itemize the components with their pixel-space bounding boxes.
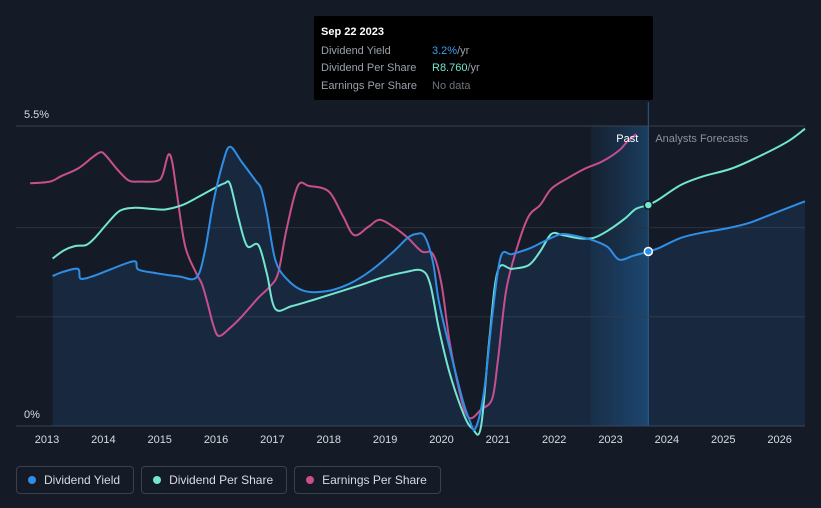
y-axis-label-top: 5.5% [24,109,49,121]
tooltip-label: Dividend Yield [321,44,391,57]
tooltip-value: No data [432,79,471,92]
x-tick-label-2015: 2015 [147,434,171,446]
tooltip-row-dividend-yield: Dividend Yield 3.2% /yr [321,43,646,61]
tooltip-row-earnings-per-share: Earnings Per Share No data [321,78,646,96]
tooltip-unit: /yr [457,44,470,57]
tooltip-unit: /yr [467,62,480,74]
legend-label: Earnings Per Share [322,473,427,487]
legend-dot-icon [28,476,36,484]
dividend-chart: 5.5% 0% Past Analysts Forecasts 2013 2014… [16,102,806,446]
tooltip-value: 3.2% [432,44,458,57]
x-tick-label-2021: 2021 [486,434,510,446]
x-tick-label-2025: 2025 [711,434,735,446]
x-tick-label-2026: 2026 [767,434,791,446]
tooltip-date: Sep 22 2023 [321,26,384,38]
series-line-dividend-per-share [52,127,806,436]
tooltip-label: Earnings Per Share [321,79,417,92]
legend-dot-icon [306,476,315,484]
tooltip-row-dividend-per-share: Dividend Per Share R8.760 /yr [321,60,646,78]
legend-dot-icon [153,476,162,484]
legend-label: Dividend Per Share [169,473,274,487]
tooltip-label: Dividend Per Share [321,62,417,74]
x-axis-ticks: 2013 2014 2015 2016 2017 2018 2019 2020 2021 2022… [35,434,792,446]
highlight-point-dividend-per-share [643,200,654,210]
legend-item-dividend-yield[interactable]: Dividend Yield [16,466,135,494]
forecast-label: Analysts Forecasts [655,133,748,145]
hover-tooltip: Sep 22 2023 Dividend Yield 3.2% /yr Divi… [314,16,653,100]
x-tick-label-2023: 2023 [598,434,622,446]
legend-item-dividend-per-share[interactable]: Dividend Per Share [141,466,288,494]
x-tick-label-2018: 2018 [317,434,341,446]
legend-label: Dividend Yield [44,473,121,487]
chart-legend: Dividend Yield Dividend Per Share Earnin… [16,466,441,494]
x-tick-label-2022: 2022 [542,434,566,446]
y-axis-label-bottom: 0% [24,409,40,421]
x-tick-label-2014: 2014 [91,434,115,446]
past-region-shade [590,126,649,426]
legend-item-earnings-per-share[interactable]: Earnings Per Share [294,466,441,494]
past-label: Past [616,133,638,145]
series-line-dividend-yield [52,145,806,432]
dividend-yield-area [52,146,806,431]
series-line-earnings-per-share [30,133,637,420]
x-tick-label-2020: 2020 [429,434,453,446]
x-tick-label-2017: 2017 [260,434,284,446]
tooltip-value: R8.760 [432,62,468,74]
x-tick-label-2016: 2016 [204,434,228,446]
x-tick-label-2024: 2024 [655,434,679,446]
x-tick-label-2019: 2019 [373,434,397,446]
x-tick-label-2013: 2013 [35,434,59,446]
highlight-point-dividend-yield [643,246,654,257]
